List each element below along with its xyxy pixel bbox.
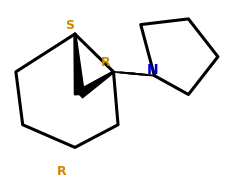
Text: R: R <box>101 56 110 69</box>
Text: R: R <box>57 166 66 178</box>
Text: N: N <box>147 63 159 77</box>
Polygon shape <box>76 71 114 98</box>
Polygon shape <box>74 34 84 95</box>
Text: S: S <box>65 19 74 32</box>
